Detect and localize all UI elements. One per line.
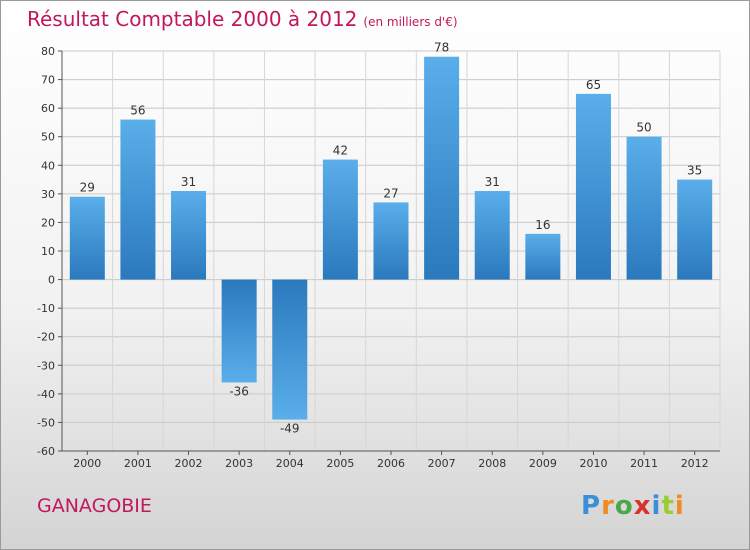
data-label-2003: -36 [229, 384, 249, 398]
x-tick-label-2006: 2006 [377, 457, 405, 470]
x-tick-label-2000: 2000 [73, 457, 101, 470]
data-label-2008: 31 [485, 175, 500, 189]
data-label-2001: 56 [130, 104, 145, 118]
data-label-2004: -49 [280, 422, 300, 436]
data-label-2012: 35 [687, 164, 702, 178]
bar-2010 [575, 93, 611, 280]
proxiti-logo[interactable]: Proxiti [581, 491, 685, 521]
bar-2003 [221, 279, 257, 383]
data-label-2010: 65 [586, 78, 601, 92]
x-tick-label-2005: 2005 [326, 457, 354, 470]
y-tick-label: -60 [37, 445, 55, 458]
data-label-2007: 78 [434, 41, 449, 55]
y-tick-label: 60 [41, 102, 55, 115]
y-tick-label: 30 [41, 188, 55, 201]
x-tick-label-2001: 2001 [124, 457, 152, 470]
logo-letter: o [614, 491, 634, 521]
bar-2006 [373, 202, 409, 280]
y-tick-label: -10 [37, 302, 55, 315]
bar-2005 [322, 159, 358, 280]
logo-letter: i [674, 491, 685, 521]
data-label-2002: 31 [181, 175, 196, 189]
logo-letter: P [581, 491, 602, 521]
logo-letter: i [651, 491, 662, 521]
x-tick-label-2010: 2010 [579, 457, 607, 470]
chart-title: Résultat Comptable 2000 à 2012 (en millie… [27, 7, 458, 31]
x-tick-label-2002: 2002 [175, 457, 203, 470]
x-tick-label-2009: 2009 [529, 457, 557, 470]
data-label-2000: 29 [80, 181, 95, 195]
bar-2001 [120, 119, 156, 280]
chart-unit: (en milliers d'€) [363, 15, 458, 29]
y-tick-label: 20 [41, 216, 55, 229]
y-tick-label: 10 [41, 245, 55, 258]
chart-title-text: Résultat Comptable 2000 à 2012 [27, 7, 358, 31]
data-label-2011: 50 [636, 121, 651, 135]
bar-2011 [626, 136, 662, 280]
y-tick-label: 50 [41, 131, 55, 144]
y-tick-label: -20 [37, 331, 55, 344]
bar-2004 [272, 279, 308, 420]
data-label-2009: 16 [535, 218, 550, 232]
bar-2000 [69, 196, 105, 280]
commune-name: GANAGOBIE [37, 495, 152, 517]
y-tick-label: 80 [41, 45, 55, 58]
bar-2008 [474, 191, 510, 280]
data-label-2006: 27 [383, 186, 398, 200]
logo-letter: x [633, 491, 652, 521]
y-tick-label: -40 [37, 388, 55, 401]
bar-2007 [424, 56, 460, 280]
logo-letter: t [661, 491, 675, 521]
y-tick-label: 70 [41, 74, 55, 87]
data-labels: 29 56 31 -36 -49 42 27 78 31 16 65 50 35 [80, 41, 703, 436]
bars [69, 56, 713, 420]
x-tick-label-2012: 2012 [681, 457, 709, 470]
logo-letter: r [601, 491, 615, 521]
x-tick-label-2011: 2011 [630, 457, 658, 470]
y-tick-label: -30 [37, 359, 55, 372]
y-tick-label: -50 [37, 416, 55, 429]
bar-2012 [677, 179, 713, 280]
x-tick-label-2004: 2004 [276, 457, 304, 470]
y-tick-label: 40 [41, 159, 55, 172]
x-tick-label-2003: 2003 [225, 457, 253, 470]
bar-2002 [171, 191, 207, 280]
x-tick-label-2007: 2007 [428, 457, 456, 470]
x-tick-label-2008: 2008 [478, 457, 506, 470]
bar-2009 [525, 233, 561, 280]
y-tick-label: 0 [48, 274, 55, 287]
data-label-2005: 42 [333, 144, 348, 158]
